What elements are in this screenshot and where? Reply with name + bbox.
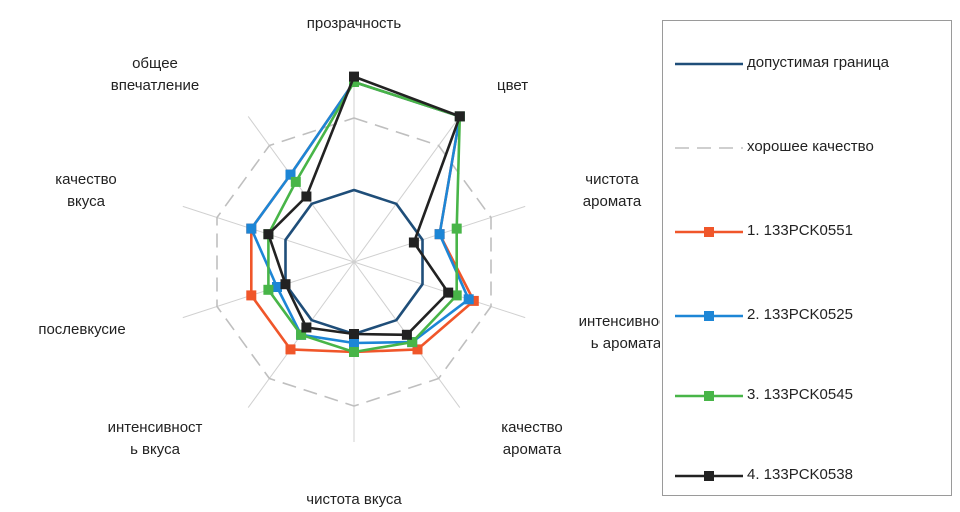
series-3-point-5 (412, 344, 423, 355)
axis-label-3: чистота аромата (583, 171, 642, 210)
series-4-point-8 (272, 282, 282, 292)
series-5-point-10 (290, 176, 301, 187)
legend-swatch-5 (675, 391, 743, 401)
series-6-point-9 (263, 229, 274, 240)
series-6-point-8 (280, 279, 291, 290)
axis-label-9: качество вкуса (55, 171, 117, 210)
legend-swatch-4 (675, 311, 743, 321)
series-5-point-4 (451, 290, 462, 301)
series-4-point-10 (285, 169, 296, 180)
legend: допустимая граница хорошее качество 1. 133… (662, 20, 952, 496)
axis-label-4: интенсивност ь аромата (579, 313, 660, 352)
axis-label-1: прозрачность (307, 15, 402, 32)
series-6-point-5 (401, 329, 412, 340)
legend-marker (704, 391, 714, 401)
axis-label-10: общее впечатление (111, 55, 199, 94)
series-6-point-10 (301, 191, 312, 202)
series-line-6 (267, 75, 462, 337)
series-5-point-6 (349, 347, 359, 357)
legend-item-1: допустимая граница (663, 49, 953, 79)
legend-label-6: 4. 133PCK0538 (747, 466, 853, 483)
legend-label-5: 3. 133PCK0545 (747, 386, 853, 403)
axis-label-line: аромата (503, 441, 562, 458)
legend-swatch-3 (675, 227, 743, 237)
series-4-point-6 (349, 338, 359, 348)
legend-item-6: 4. 133PCK0538 (663, 461, 953, 491)
series-line-2 (216, 117, 492, 407)
axis-label-line: качество (501, 419, 563, 436)
axis-spoke (247, 116, 355, 263)
axis-label-line: чистота (585, 171, 639, 188)
axis-label-line: интенсивност (579, 313, 660, 330)
series-5-point-8 (263, 284, 274, 295)
series-3-point-7 (285, 344, 296, 355)
axis-label-line: общее (132, 55, 178, 72)
series-4-point-9 (246, 223, 257, 234)
axis-label-line: вкуса (67, 193, 106, 210)
legend-label-3: 1. 133PCK0551 (747, 222, 853, 239)
axis-label-2: цвет (497, 77, 528, 94)
axis-spoke (353, 116, 461, 263)
series-5-point-3 (451, 223, 462, 234)
series-5-point-5 (407, 337, 418, 348)
legend-label-1: допустимая граница (747, 54, 889, 71)
series-6-point-7 (301, 322, 312, 333)
series-3-point-4 (468, 295, 479, 306)
axis-label-7: интенсивност ь вкуса (108, 419, 203, 458)
axis-label-line: чистота вкуса (306, 491, 402, 508)
axis-label-line: ь вкуса (130, 441, 181, 458)
series-5-point-1 (349, 77, 359, 87)
axis-label-line: аромата (583, 193, 642, 210)
series-6-point-3 (408, 237, 419, 248)
legend-marker (704, 471, 714, 481)
axis-label-8: послевкусие (38, 321, 125, 338)
axis-spoke (353, 261, 526, 319)
radar-chart: прозрачность цвет чистота аромата интенсивно… (38, 15, 660, 508)
series-3-point-8 (246, 290, 257, 301)
series-4-point-3 (434, 229, 445, 240)
series-6-point-1 (349, 71, 359, 82)
legend-marker (704, 227, 714, 237)
legend-swatch-6 (675, 471, 743, 481)
series-6-point-2 (454, 111, 465, 122)
axis-label-line: ь аромата (591, 335, 660, 352)
axis-label-line: впечатление (111, 77, 199, 94)
legend-label-2: хорошее качество (747, 138, 874, 155)
axis-label-line: качество (55, 171, 117, 188)
axis-label-line: послевкусие (38, 321, 125, 338)
axis-label-line: интенсивност (108, 419, 203, 436)
series-6-point-6 (349, 329, 359, 339)
legend-marker (704, 311, 714, 321)
legend-item-3: 1. 133PCK0551 (663, 217, 953, 247)
series-5-point-7 (296, 329, 307, 340)
axis-label-5: качество аромата (501, 419, 563, 458)
legend-item-5: 3. 133PCK0545 (663, 381, 953, 411)
legend-item-4: 2. 133PCK0525 (663, 301, 953, 331)
axis-label-6: чистота вкуса (306, 491, 402, 508)
legend-label-4: 2. 133PCK0525 (747, 306, 853, 323)
legend-swatch-1 (675, 62, 743, 66)
series-4-point-4 (463, 294, 474, 305)
legend-swatch-2 (675, 147, 743, 149)
series-6-point-4 (443, 287, 454, 298)
legend-item-2: хорошее качество (663, 133, 953, 163)
axis-label-line: цвет (497, 77, 528, 94)
axis-label-line: прозрачность (307, 15, 402, 32)
